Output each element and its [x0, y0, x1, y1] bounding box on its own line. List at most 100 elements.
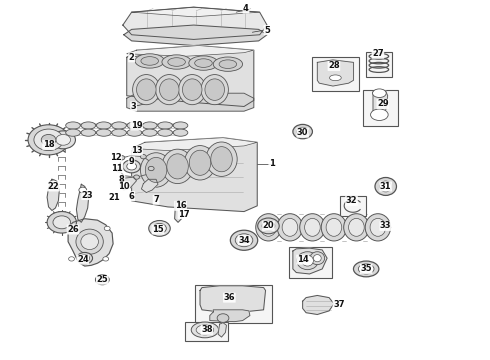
Ellipse shape: [103, 257, 109, 261]
Text: 17: 17: [178, 210, 190, 219]
Ellipse shape: [162, 55, 191, 69]
Text: 4: 4: [243, 4, 249, 13]
Polygon shape: [142, 179, 158, 193]
Text: 25: 25: [97, 275, 108, 284]
Ellipse shape: [191, 322, 219, 338]
Text: 34: 34: [238, 236, 250, 245]
Ellipse shape: [300, 214, 325, 241]
Text: 23: 23: [82, 190, 94, 199]
Ellipse shape: [167, 154, 188, 179]
Text: 13: 13: [131, 146, 142, 155]
Ellipse shape: [375, 177, 396, 195]
Ellipse shape: [201, 75, 228, 105]
Text: 21: 21: [108, 193, 120, 202]
Bar: [340, 196, 366, 216]
Ellipse shape: [211, 147, 232, 172]
Polygon shape: [121, 177, 137, 190]
Ellipse shape: [77, 252, 93, 264]
Text: 18: 18: [43, 140, 54, 149]
Ellipse shape: [261, 219, 276, 236]
Polygon shape: [373, 90, 388, 120]
Bar: [195, 285, 272, 323]
Ellipse shape: [330, 75, 341, 81]
Ellipse shape: [104, 226, 110, 230]
Ellipse shape: [148, 166, 154, 171]
Ellipse shape: [277, 214, 303, 241]
Ellipse shape: [293, 125, 313, 139]
Ellipse shape: [305, 219, 320, 236]
Ellipse shape: [302, 255, 314, 266]
Ellipse shape: [213, 57, 243, 71]
Ellipse shape: [195, 59, 212, 67]
Bar: [185, 321, 228, 341]
Ellipse shape: [157, 226, 162, 230]
Ellipse shape: [98, 277, 106, 283]
Ellipse shape: [372, 89, 386, 98]
Text: 11: 11: [111, 164, 123, 173]
Ellipse shape: [205, 79, 224, 100]
Ellipse shape: [76, 229, 103, 254]
Polygon shape: [174, 201, 182, 222]
Text: 16: 16: [174, 201, 186, 210]
Ellipse shape: [158, 122, 172, 129]
Ellipse shape: [159, 79, 179, 100]
Ellipse shape: [70, 226, 76, 230]
Ellipse shape: [123, 160, 141, 173]
Text: 32: 32: [346, 196, 357, 205]
Polygon shape: [127, 45, 254, 56]
Text: 27: 27: [372, 49, 384, 58]
Text: 28: 28: [328, 62, 340, 71]
Ellipse shape: [81, 122, 96, 129]
Text: 35: 35: [360, 265, 372, 274]
Ellipse shape: [189, 150, 211, 175]
Ellipse shape: [112, 129, 126, 136]
Ellipse shape: [153, 224, 166, 233]
Ellipse shape: [343, 214, 369, 241]
Text: 24: 24: [77, 255, 89, 264]
Ellipse shape: [370, 109, 388, 121]
Text: 14: 14: [297, 255, 309, 264]
Ellipse shape: [217, 314, 229, 322]
Ellipse shape: [173, 122, 188, 129]
Ellipse shape: [321, 214, 346, 241]
Text: 9: 9: [129, 157, 135, 166]
Ellipse shape: [81, 234, 98, 249]
Ellipse shape: [282, 219, 298, 236]
Text: 29: 29: [377, 99, 389, 108]
Ellipse shape: [178, 75, 206, 105]
Polygon shape: [303, 296, 334, 315]
Ellipse shape: [173, 129, 188, 136]
Ellipse shape: [235, 234, 253, 247]
Ellipse shape: [310, 252, 325, 265]
Polygon shape: [68, 219, 113, 266]
Ellipse shape: [219, 60, 237, 68]
Ellipse shape: [158, 129, 172, 136]
Ellipse shape: [141, 154, 147, 159]
Ellipse shape: [196, 325, 214, 335]
Ellipse shape: [66, 122, 80, 129]
Polygon shape: [127, 45, 254, 107]
Text: 5: 5: [264, 26, 270, 35]
Ellipse shape: [80, 255, 90, 262]
Ellipse shape: [370, 219, 386, 236]
Ellipse shape: [240, 237, 248, 243]
Text: 22: 22: [48, 182, 59, 191]
Polygon shape: [293, 248, 327, 274]
Ellipse shape: [162, 149, 193, 184]
Ellipse shape: [353, 261, 379, 277]
Polygon shape: [76, 184, 89, 222]
Ellipse shape: [49, 180, 57, 186]
Text: 6: 6: [129, 192, 135, 201]
Ellipse shape: [137, 79, 156, 100]
Ellipse shape: [230, 230, 258, 250]
Ellipse shape: [56, 134, 71, 145]
Ellipse shape: [133, 75, 160, 105]
Ellipse shape: [81, 129, 96, 136]
Text: 1: 1: [269, 159, 275, 168]
Ellipse shape: [79, 187, 87, 193]
Text: 12: 12: [110, 153, 122, 162]
Text: 7: 7: [153, 195, 159, 204]
Ellipse shape: [134, 175, 140, 179]
Text: 19: 19: [131, 121, 142, 130]
Ellipse shape: [66, 129, 80, 136]
